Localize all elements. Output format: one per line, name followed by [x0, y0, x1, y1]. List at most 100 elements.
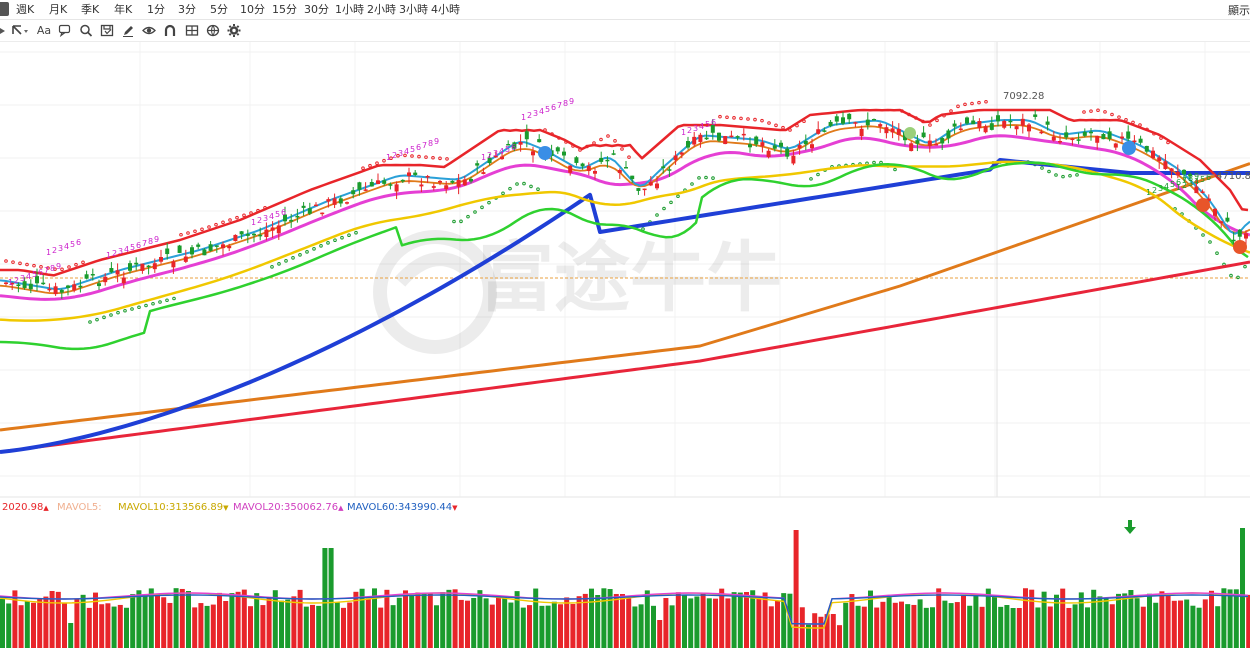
candle-body [1157, 157, 1162, 162]
volume-bars [0, 528, 1250, 648]
candle-body [165, 248, 170, 255]
candle-body [692, 136, 697, 145]
td-label: 6 [136, 241, 141, 250]
sar-dot [949, 109, 953, 113]
cursor-arrow-icon[interactable] [10, 23, 30, 38]
sar-dot [200, 227, 204, 232]
timeframe-selected-tab[interactable] [0, 2, 9, 16]
volume-bar [973, 593, 979, 648]
volume-bar [403, 590, 408, 648]
volume-bar [117, 604, 123, 648]
td-label: 3 [398, 149, 403, 158]
sar-dot [1061, 174, 1065, 179]
candle-body [1182, 169, 1186, 175]
volume-bar [1078, 592, 1084, 648]
timeframe-1hour[interactable]: 1小時 [335, 3, 364, 16]
timeframe-10min[interactable]: 10分 [240, 3, 265, 16]
timeframe-year[interactable]: 年K [114, 3, 133, 16]
sar-dot [473, 210, 477, 214]
timeframe-30min[interactable]: 30分 [304, 3, 329, 16]
timeframe-1min[interactable]: 1分 [147, 3, 165, 16]
kline-chart-canvas[interactable]: 富途牛牛 1 2 3 4 5 6 7 8 91 2 3 4 5 61 2 3 4 5 6 7 8 91 2 3 4 5 61 2 3 4 5… [0, 42, 1250, 654]
volume-bar [1171, 600, 1177, 648]
timeframe-quarter[interactable]: 季K [81, 3, 100, 16]
sar-dot [277, 262, 281, 266]
candle-body [103, 276, 108, 283]
candle-body [655, 183, 659, 189]
sar-dot [39, 265, 43, 269]
volume-bar [892, 602, 898, 648]
volume-bar [979, 606, 985, 648]
ma-line-cyan [0, 119, 1250, 291]
comment-icon[interactable] [58, 23, 72, 38]
timeframe-3hour[interactable]: 3小時 [399, 3, 428, 16]
candle-body [921, 132, 926, 138]
sar-dot [501, 191, 505, 196]
template-icon[interactable] [185, 23, 199, 38]
timeframe-2hour[interactable]: 2小時 [367, 3, 396, 16]
timeframe-3min[interactable]: 3分 [178, 3, 196, 16]
layers-icon[interactable] [206, 23, 220, 38]
volume-bar [1221, 588, 1227, 648]
sar-dot [312, 247, 316, 251]
volume-bar [675, 592, 681, 648]
candle-body [1163, 161, 1168, 169]
volume-bar [1159, 591, 1165, 648]
td-label: 7 [44, 266, 49, 275]
sar-dot [137, 305, 141, 310]
td-label: 4 [26, 272, 31, 281]
sar-dot [165, 298, 169, 303]
volume-bar [818, 616, 824, 648]
td-label: 8 [148, 237, 153, 246]
td-label: 5 [1170, 180, 1175, 189]
candle-body [766, 150, 771, 158]
timeframe-week[interactable]: 週K [16, 3, 35, 16]
td-label: 6 [1176, 178, 1181, 187]
eye-icon[interactable] [142, 23, 156, 38]
td-label: 3 [533, 109, 538, 118]
candle-body [363, 189, 368, 191]
volume-bar [576, 596, 582, 648]
candle-body [586, 165, 591, 172]
crosshair-icon[interactable] [0, 23, 8, 38]
display-menu[interactable]: 顯示 [1228, 4, 1250, 17]
volume-bar [55, 591, 61, 648]
volume-bar [266, 597, 272, 648]
td-label: 8 [563, 99, 568, 108]
volume-bar [496, 596, 501, 648]
sar-dot [536, 187, 540, 191]
sar-dot [1236, 275, 1240, 280]
sar-dot [123, 308, 127, 313]
timeframe-15min[interactable]: 15分 [272, 3, 297, 16]
sar-dot [1243, 264, 1247, 269]
volume-bar [936, 588, 942, 648]
sar-dot [67, 265, 71, 269]
candle-body [66, 285, 70, 288]
candle-body [667, 169, 672, 171]
volume-bar [198, 603, 204, 648]
search-icon[interactable] [79, 23, 93, 38]
timeframe-5min[interactable]: 5分 [210, 3, 228, 16]
volume-bar [248, 606, 253, 648]
candle-body [22, 281, 27, 288]
text-tool[interactable]: Aa [36, 24, 52, 37]
gear-icon[interactable] [227, 23, 241, 38]
volume-bar [378, 607, 384, 648]
timeframe-month[interactable]: 月K [49, 3, 68, 16]
timeframe-4hour[interactable]: 4小時 [431, 3, 460, 16]
volume-bar [886, 596, 892, 648]
save-icon[interactable] [100, 23, 114, 38]
volume-bar [725, 598, 731, 648]
volume-bar [663, 598, 669, 648]
td-label: 4 [269, 212, 274, 221]
candle-body [822, 130, 827, 132]
td-label: 2 [52, 246, 57, 255]
sar-dot [382, 158, 386, 163]
volume-bar [99, 604, 105, 648]
sar-dot [193, 229, 197, 234]
candle-body [896, 128, 901, 135]
td-label: 6 [711, 118, 716, 127]
pen-icon[interactable] [121, 23, 135, 38]
volume-bar [322, 548, 328, 648]
magnet-icon[interactable] [163, 23, 177, 38]
